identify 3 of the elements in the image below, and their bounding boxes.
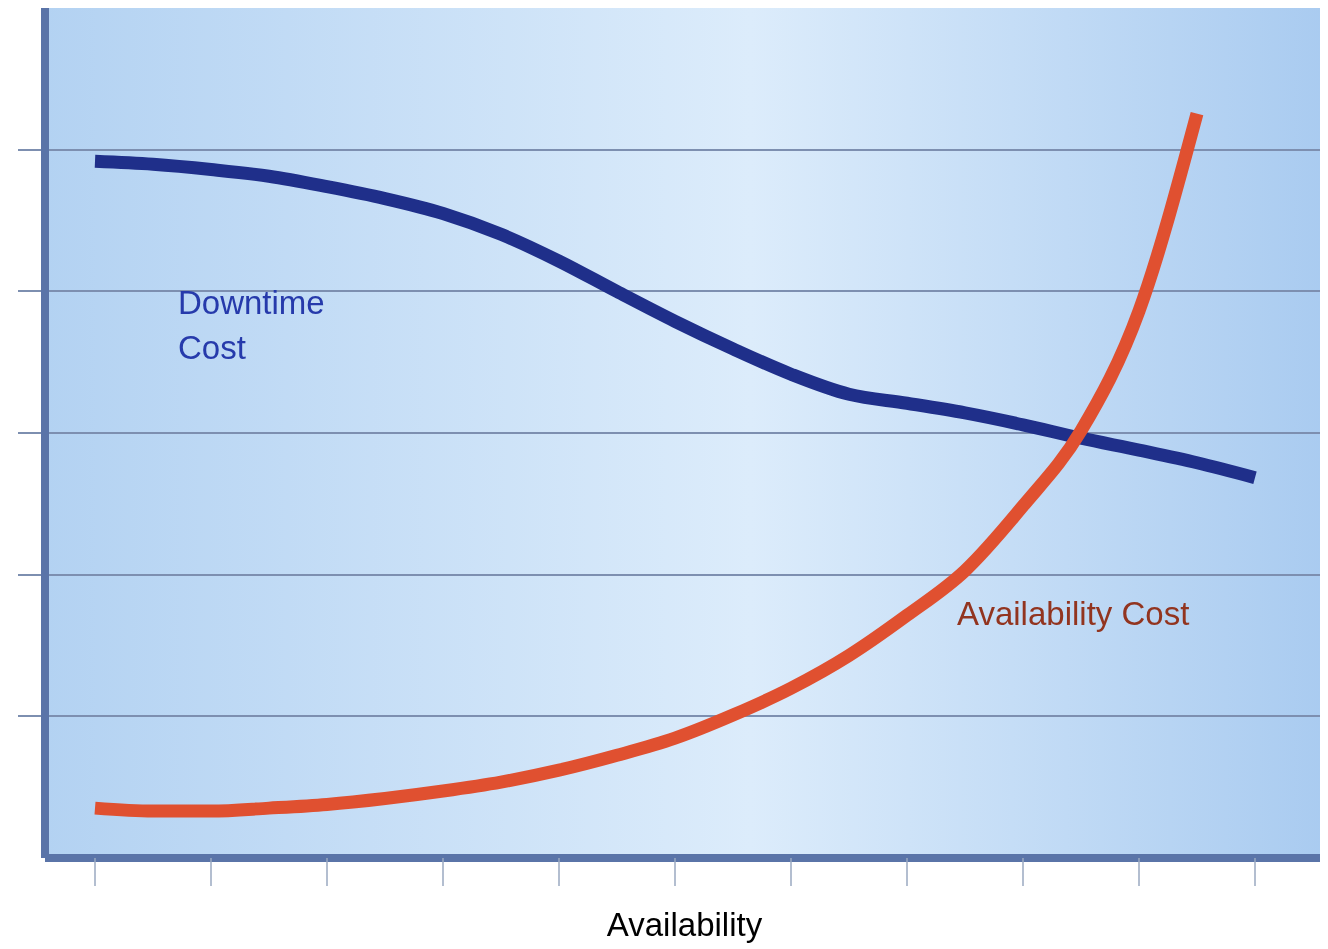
text: Downtime Cost: [178, 284, 325, 367]
series-label: Availability Cost: [957, 595, 1190, 633]
x-axis-title: Availability: [606, 906, 763, 943]
